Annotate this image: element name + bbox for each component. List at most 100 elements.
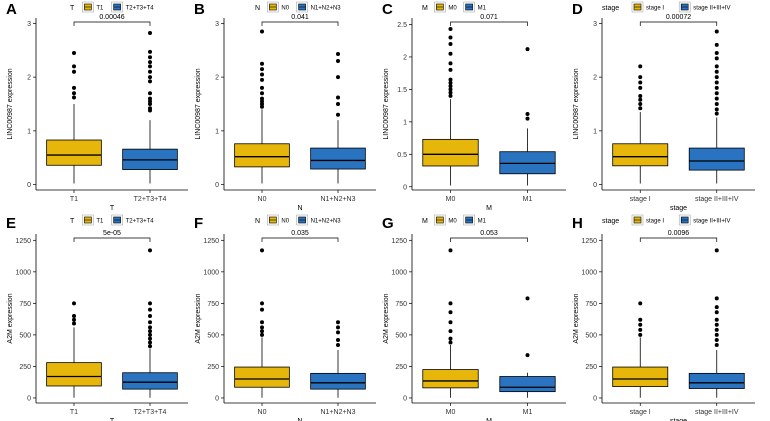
outlier-point xyxy=(638,80,643,85)
outlier-point xyxy=(714,310,719,315)
y-tick-label: 3 xyxy=(593,21,597,28)
iqr-box xyxy=(422,138,479,167)
y-axis-label: LINC00987 expression xyxy=(383,68,390,139)
outlier-point xyxy=(260,77,264,82)
x-tick-label: M0 xyxy=(446,196,456,203)
outlier-point xyxy=(638,93,643,98)
y-tick-label: 1 xyxy=(593,128,597,135)
outlier-point xyxy=(260,320,264,325)
outlier-point xyxy=(72,64,76,69)
y-tick-label: 3 xyxy=(27,21,31,28)
outlier-point xyxy=(336,75,340,80)
legend: T T1 T2+T3+T4 xyxy=(70,214,154,226)
outlier-point xyxy=(714,96,719,101)
y-tick-label: 1000 xyxy=(15,269,31,276)
legend-label-2: M1 xyxy=(478,219,487,225)
outlier-point xyxy=(148,301,152,306)
x-tick-label: stage I xyxy=(630,196,651,203)
significance-bracket xyxy=(450,237,528,242)
outlier-point xyxy=(72,95,76,100)
iqr-box xyxy=(234,366,290,388)
outlier-point xyxy=(525,47,530,52)
outlier-point xyxy=(448,80,453,85)
outlier-point xyxy=(148,69,152,74)
outlier-point xyxy=(148,325,152,330)
legend-label-2: M1 xyxy=(478,6,487,12)
outlier-point xyxy=(148,49,152,54)
p-value-label: 0.00072 xyxy=(666,14,691,21)
legend-label-1: T1 xyxy=(96,6,104,12)
outlier-point xyxy=(336,95,340,100)
outlier-point xyxy=(448,67,453,72)
x-axis-label: stage xyxy=(670,205,687,212)
outlier-point xyxy=(448,84,453,89)
outlier-point xyxy=(525,296,530,301)
legend-label-2: N1+N2+N3 xyxy=(311,6,342,12)
outlier-point xyxy=(72,301,76,306)
outlier-point xyxy=(448,320,453,325)
outlier-point xyxy=(638,85,643,90)
outlier-point xyxy=(148,79,152,84)
y-tick-label: 1000 xyxy=(581,269,597,276)
outlier-point xyxy=(260,29,264,34)
outlier-point xyxy=(638,97,643,102)
iqr-box xyxy=(688,372,745,389)
panel-F: F N N0 N1+N2+N3 0 250 500 750 1000 1250 A2M expres… xyxy=(194,214,376,421)
legend-title: M xyxy=(422,5,428,12)
x-tick-label: stage I xyxy=(630,409,651,416)
y-tick-label: 250 xyxy=(395,364,407,371)
outlier-point xyxy=(714,29,719,34)
x-tick-label: M1 xyxy=(523,409,533,416)
panel-label: H xyxy=(572,215,583,232)
legend-label-1: stage I xyxy=(646,219,664,225)
outlier-point xyxy=(714,248,719,253)
x-tick-label: M1 xyxy=(523,196,533,203)
x-tick-label: N0 xyxy=(258,409,267,416)
outlier-point xyxy=(336,102,340,106)
box-2 xyxy=(122,248,178,398)
outlier-point xyxy=(714,327,719,332)
outlier-point xyxy=(72,50,76,55)
iqr-box xyxy=(310,147,366,170)
y-tick-label: 750 xyxy=(585,301,597,308)
y-tick-label: 1.5 xyxy=(397,87,407,94)
panel-E: E T T1 T2+T3+T4 0 250 500 750 1000 1250 A2M expres… xyxy=(6,214,188,421)
outlier-point xyxy=(336,52,340,57)
outlier-point xyxy=(714,80,719,85)
outlier-point xyxy=(638,106,643,111)
outlier-point xyxy=(448,51,453,56)
outlier-point xyxy=(714,305,719,310)
y-tick-label: 750 xyxy=(395,301,407,308)
legend: T T1 T2+T3+T4 xyxy=(70,1,154,13)
box-1 xyxy=(234,29,290,184)
outlier-point xyxy=(448,27,453,32)
box-1 xyxy=(422,248,479,398)
y-tick-label: 2.5 xyxy=(397,22,407,29)
y-tick-label: 1 xyxy=(215,128,219,135)
outlier-point xyxy=(714,42,719,47)
y-axis-label: LINC00987 expression xyxy=(195,68,202,139)
iqr-box xyxy=(122,372,178,390)
outlier-point xyxy=(448,61,453,66)
outlier-point xyxy=(148,329,152,334)
outlier-point xyxy=(148,307,152,312)
panel-label: E xyxy=(6,215,16,232)
x-tick-label: T2+T3+T4 xyxy=(134,196,167,203)
outlier-point xyxy=(148,320,152,325)
y-axis-label: LINC00987 expression xyxy=(573,68,580,139)
y-tick-label: 1250 xyxy=(391,238,407,245)
outlier-point xyxy=(336,325,340,330)
outlier-point xyxy=(72,91,76,96)
outlier-point xyxy=(148,75,152,80)
y-tick-label: 0 xyxy=(403,395,407,402)
outlier-point xyxy=(336,320,340,325)
x-tick-label: stage II+III+IV xyxy=(695,409,739,416)
outlier-point xyxy=(714,91,719,96)
outlier-point xyxy=(714,332,719,337)
outlier-point xyxy=(260,61,264,66)
outlier-point xyxy=(638,332,643,337)
outlier-point xyxy=(260,72,264,77)
legend-title: T xyxy=(70,218,75,225)
